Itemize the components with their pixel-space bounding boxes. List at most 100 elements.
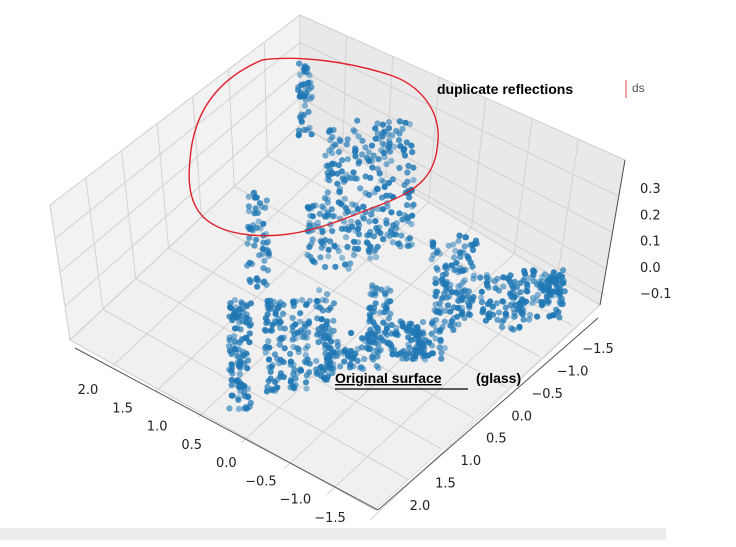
data-point — [235, 319, 243, 326]
data-point — [304, 343, 311, 350]
data-point — [354, 357, 361, 364]
data-point — [395, 137, 403, 144]
data-point — [520, 316, 527, 323]
data-point — [263, 388, 270, 395]
data-point — [329, 228, 336, 235]
data-point — [364, 240, 371, 247]
data-point — [327, 238, 334, 245]
data-point — [544, 277, 551, 284]
data-point — [456, 232, 463, 239]
data-point — [393, 220, 400, 227]
data-point — [297, 114, 304, 121]
data-point — [325, 253, 332, 260]
data-point — [332, 263, 339, 270]
data-point — [422, 337, 429, 344]
data-point — [297, 366, 304, 373]
data-point — [519, 305, 526, 312]
data-point — [302, 302, 310, 309]
data-point — [455, 283, 462, 290]
data-point — [302, 352, 309, 359]
data-point — [341, 358, 348, 365]
data-point — [549, 312, 556, 319]
y-tick-label-7: 2.0 — [410, 499, 431, 514]
data-point — [393, 330, 400, 337]
data-point — [516, 325, 523, 332]
data-point — [429, 350, 436, 357]
data-point — [389, 239, 396, 246]
data-point — [239, 336, 246, 343]
data-point — [541, 271, 549, 278]
data-point — [343, 205, 350, 212]
data-point — [236, 312, 243, 319]
data-point — [246, 403, 253, 410]
y-tick-label-2: −0.5 — [531, 387, 563, 402]
data-point — [477, 274, 484, 281]
data-point — [538, 299, 545, 306]
data-point — [367, 174, 374, 181]
data-point — [247, 278, 254, 286]
data-point — [290, 343, 297, 351]
data-point — [320, 328, 327, 335]
data-point — [297, 318, 304, 325]
data-point — [345, 174, 352, 181]
data-point — [396, 130, 403, 137]
data-point — [264, 311, 271, 318]
data-point — [373, 363, 380, 370]
data-point — [556, 289, 563, 296]
data-point — [342, 261, 349, 268]
data-point — [372, 218, 379, 225]
data-point — [341, 195, 348, 202]
data-point — [434, 307, 441, 315]
data-point — [384, 231, 391, 238]
data-point — [376, 170, 383, 177]
data-point — [316, 287, 323, 294]
data-point — [507, 301, 514, 309]
data-point — [403, 202, 411, 209]
data-point — [334, 338, 341, 345]
data-point — [265, 238, 272, 245]
red-loop-annotation — [188, 57, 439, 237]
data-point — [276, 341, 283, 348]
data-point — [330, 300, 338, 307]
data-point — [289, 327, 296, 334]
data-point — [374, 325, 381, 332]
data-point — [310, 222, 317, 229]
data-point — [428, 330, 435, 337]
data-point — [335, 350, 342, 357]
x-tick-label-7: −1.5 — [314, 511, 346, 526]
data-point — [226, 347, 234, 354]
data-point — [358, 344, 366, 351]
data-point — [329, 170, 336, 177]
data-point — [406, 194, 413, 201]
data-point — [530, 272, 537, 279]
data-point — [309, 213, 316, 220]
data-point — [352, 202, 359, 209]
data-point — [257, 225, 264, 232]
data-point — [330, 349, 337, 356]
data-point — [345, 226, 352, 233]
data-point — [393, 224, 400, 231]
data-point — [561, 288, 568, 295]
data-point — [327, 362, 334, 369]
data-point — [367, 255, 374, 262]
data-point — [355, 231, 363, 238]
data-point — [459, 308, 466, 316]
data-point — [235, 394, 242, 401]
data-point — [417, 349, 424, 356]
data-point — [262, 327, 269, 334]
x-tick-label-4: 0.0 — [216, 456, 237, 471]
data-point — [388, 157, 395, 164]
data-point — [385, 179, 392, 187]
data-point — [498, 324, 506, 331]
data-point — [287, 361, 294, 368]
data-point — [380, 319, 387, 326]
data-point — [301, 358, 308, 365]
data-point — [383, 220, 390, 227]
data-point — [265, 252, 272, 259]
data-point — [263, 197, 270, 204]
data-point — [319, 203, 326, 210]
data-point — [235, 362, 243, 370]
data-point — [319, 239, 326, 246]
data-point — [339, 157, 346, 164]
data-point — [378, 177, 385, 184]
